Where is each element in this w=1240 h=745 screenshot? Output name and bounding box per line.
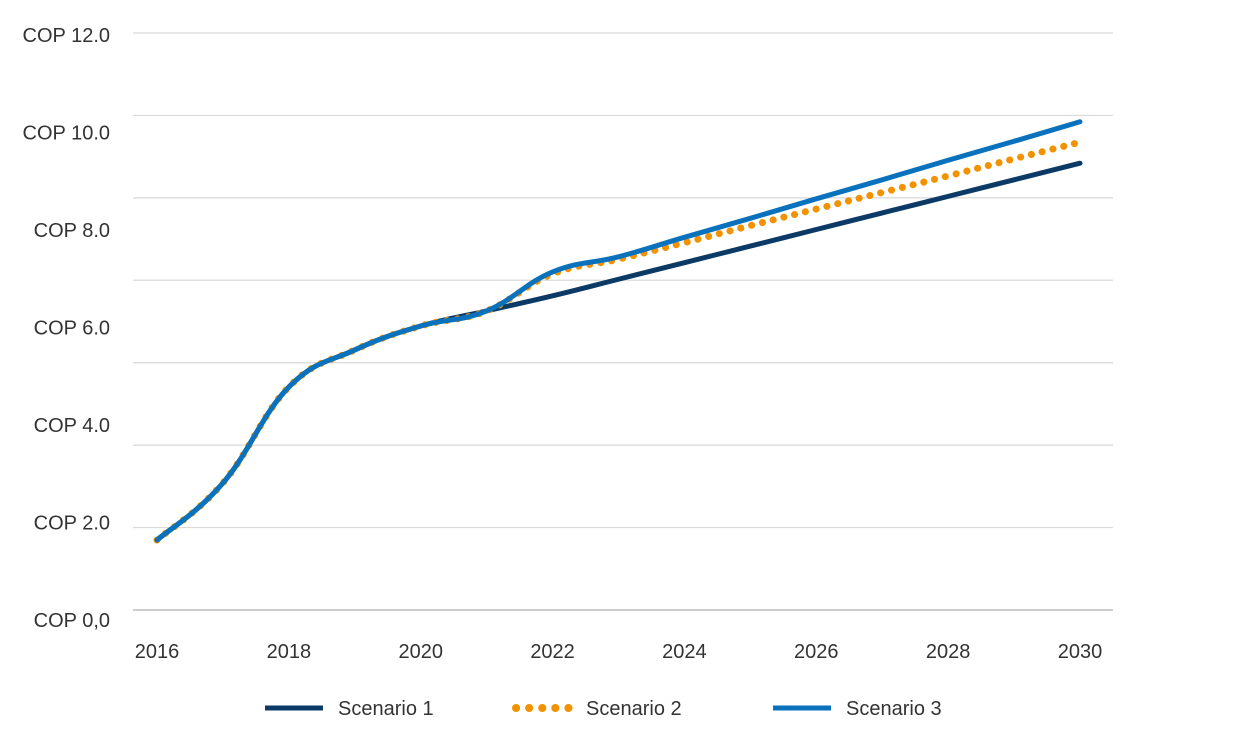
y-tick-label: COP 12.0 xyxy=(23,25,110,47)
x-tick-label: 2018 xyxy=(267,641,312,663)
y-tick-label: COP 4.0 xyxy=(34,415,110,437)
x-tick-label: 2024 xyxy=(662,641,707,663)
series-line-1 xyxy=(154,160,1083,543)
y-tick-label: COP 6.0 xyxy=(34,318,110,340)
legend-label: Scenario 3 xyxy=(846,698,942,720)
gridlines xyxy=(133,32,1113,611)
series-lines xyxy=(153,119,1084,544)
x-tick-label: 2026 xyxy=(794,641,839,663)
y-tick-label: COP 10.0 xyxy=(23,123,110,145)
legend-label: Scenario 2 xyxy=(586,698,682,720)
x-tick-label: 2030 xyxy=(1058,641,1103,663)
series-line-3 xyxy=(154,119,1083,543)
x-tick-label: 2020 xyxy=(398,641,443,663)
legend-label: Scenario 1 xyxy=(338,698,434,720)
x-axis-labels: 2016 2018 2020 2022 2024 2026 2028 2030 xyxy=(135,641,1103,663)
y-tick-label: COP 2.0 xyxy=(34,513,110,535)
x-tick-label: 2022 xyxy=(530,641,575,663)
y-tick-label: COP 0,0 xyxy=(34,610,110,632)
legend: Scenario 1 Scenario 2 Scenario 3 xyxy=(265,698,942,720)
y-tick-label: COP 8.0 xyxy=(34,220,110,242)
series-line-2 xyxy=(153,138,1084,544)
y-axis-labels: COP 0,0 COP 2.0 COP 4.0 COP 6.0 COP 8.0 COP 1… xyxy=(23,25,110,632)
x-tick-label: 2028 xyxy=(926,641,971,663)
x-tick-label: 2016 xyxy=(135,641,180,663)
